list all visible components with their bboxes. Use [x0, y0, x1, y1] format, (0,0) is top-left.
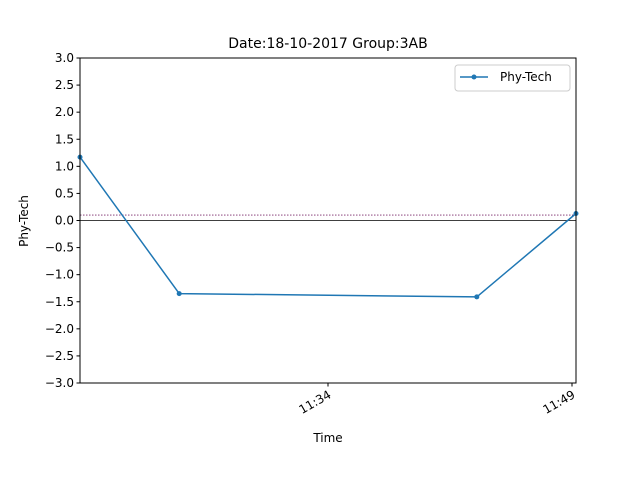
- y-tick-label: 0.5: [55, 186, 74, 200]
- legend-point-marker: [471, 74, 477, 80]
- legend: Phy-Tech: [454, 64, 571, 92]
- y-tick-label: −1.5: [45, 295, 74, 309]
- reference-lines: [80, 214, 576, 221]
- y-tick-label: −1.0: [45, 268, 74, 282]
- legend-entry-phy-tech: Phy-Tech: [500, 70, 552, 84]
- x-tick-label: 11:49: [541, 387, 578, 416]
- y-tick-label: 0.0: [55, 214, 74, 228]
- y-tick-label: 2.0: [55, 105, 74, 119]
- legend-box: [454, 64, 571, 92]
- y-tick-label: 2.5: [55, 78, 74, 92]
- x-tick-label: 11:34: [297, 387, 334, 416]
- data-point-2: [474, 294, 480, 300]
- y-tick-label: −3.0: [45, 376, 74, 390]
- chart-title: Date:18-10-2017 Group:3AB: [228, 36, 427, 52]
- series-layer: [77, 154, 579, 300]
- y-tick-label: 1.0: [55, 159, 74, 173]
- y-tick-label: −0.5: [45, 241, 74, 255]
- y-axis-label: Phy-Tech: [17, 195, 31, 247]
- x-axis-label: Time: [312, 431, 342, 445]
- y-tick-label: 1.5: [55, 132, 74, 146]
- series-line-0: [79, 156, 577, 298]
- y-axis: 3.0 2.5 2.0 1.5 1.0 0.5 0.0 −0.5 −1.0 −1.5 −2.0 −2.…: [45, 51, 80, 390]
- y-tick-label: −2.0: [45, 322, 74, 336]
- data-point-1: [176, 291, 182, 297]
- y-tick-label: −2.5: [45, 349, 74, 363]
- x-axis: 11:34 11:49: [297, 383, 578, 417]
- y-tick-label: 3.0: [55, 51, 74, 65]
